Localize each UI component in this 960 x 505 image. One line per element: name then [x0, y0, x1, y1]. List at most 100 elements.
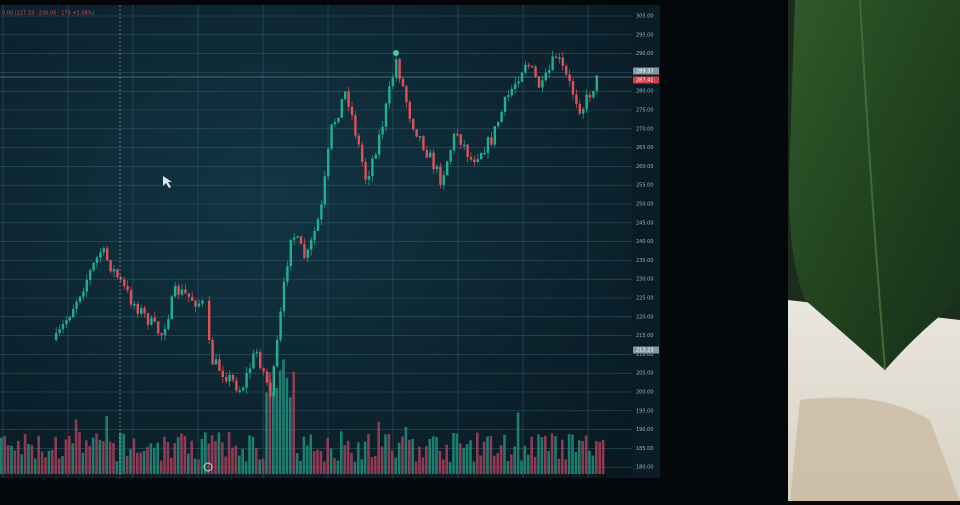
candle [595, 75, 598, 91]
volume-bar [122, 433, 125, 474]
candle [269, 382, 272, 397]
candle [361, 144, 364, 162]
volume-bar [380, 446, 384, 474]
volume-bar [343, 445, 346, 474]
volume-bar [482, 441, 486, 474]
candle [225, 376, 228, 382]
candle [510, 88, 513, 96]
volume-bar [159, 460, 163, 474]
candle [140, 308, 143, 314]
volume-bar [125, 456, 129, 474]
volume-bar [190, 440, 193, 474]
volume-bar [200, 438, 204, 474]
volume-bar [452, 432, 455, 474]
volume-bar [418, 446, 421, 474]
candle [544, 72, 547, 81]
volume-bar [278, 370, 282, 474]
volume-bar [64, 439, 68, 474]
volume-bar [258, 459, 261, 474]
candle [160, 333, 163, 336]
price-tag [633, 76, 659, 84]
candle [344, 91, 347, 100]
volume-bar [227, 432, 231, 474]
candle [279, 311, 282, 340]
volume-bar [476, 432, 479, 474]
volume-bar [516, 412, 520, 474]
volume-bar [207, 443, 210, 474]
volume-bar [210, 435, 214, 474]
volume-bar [567, 433, 571, 474]
candle [99, 252, 102, 258]
volume-bar [54, 436, 57, 474]
volume-bar [17, 440, 20, 474]
price-label: 290.00 [636, 51, 654, 57]
volume-bar [319, 450, 323, 474]
volume-bar [431, 436, 435, 474]
candle [517, 81, 520, 84]
volume-bar [217, 432, 221, 474]
candle [537, 76, 541, 88]
volume-bar [272, 391, 275, 474]
candle [565, 66, 568, 75]
candle [170, 296, 173, 320]
price-label: 220.00 [636, 314, 654, 320]
candle [551, 56, 554, 70]
volume-bar [527, 454, 530, 474]
leaf-vein [859, 0, 886, 371]
volume-bar [163, 436, 166, 474]
candle [371, 158, 374, 177]
volume-bar [523, 445, 527, 474]
volume-bar [435, 436, 438, 474]
volume-bar [255, 448, 258, 474]
volume-bar [455, 433, 459, 474]
volume-bar [105, 415, 108, 474]
leaf [789, 0, 960, 370]
volume-bar [469, 440, 472, 474]
price-axis [632, 5, 660, 478]
volume-bar [108, 441, 112, 474]
candle [381, 126, 384, 135]
volume-bar [588, 450, 591, 474]
candle [197, 303, 201, 307]
candle [95, 257, 99, 263]
candle [252, 353, 255, 369]
candle [106, 248, 109, 261]
price-label: 210.00 [636, 352, 654, 358]
candle [248, 368, 252, 373]
volume-bar [44, 457, 47, 474]
volume-bar [289, 397, 292, 474]
volume-bar [306, 445, 309, 474]
volume-bar [13, 450, 17, 474]
candle [320, 204, 323, 220]
candle [214, 359, 218, 365]
volume-bar [312, 451, 316, 474]
candle [303, 244, 306, 258]
candle [153, 317, 156, 322]
candle [228, 374, 231, 382]
candle [514, 83, 517, 89]
volume-bar [149, 443, 153, 474]
candle [163, 328, 167, 336]
candle [75, 301, 78, 309]
volume-bar [496, 453, 499, 474]
volume-bar [370, 457, 374, 474]
candle [459, 134, 462, 145]
volume-bar [40, 451, 44, 474]
volume-bar [584, 435, 588, 474]
volume-bar [204, 432, 207, 474]
candle [490, 137, 493, 145]
volume-bar [421, 457, 425, 474]
volume-bar [367, 433, 370, 474]
volume-bar [285, 377, 289, 474]
candle [296, 236, 299, 238]
candle [123, 279, 126, 286]
price-label: 195.00 [636, 408, 654, 414]
price-label: 240.00 [636, 239, 654, 245]
volume-bar [598, 441, 601, 474]
volume-bar [530, 436, 533, 474]
volume-bar [74, 419, 78, 474]
price-label: 230.00 [636, 277, 654, 283]
volume-bar [374, 455, 377, 474]
volume-bar [309, 434, 312, 474]
